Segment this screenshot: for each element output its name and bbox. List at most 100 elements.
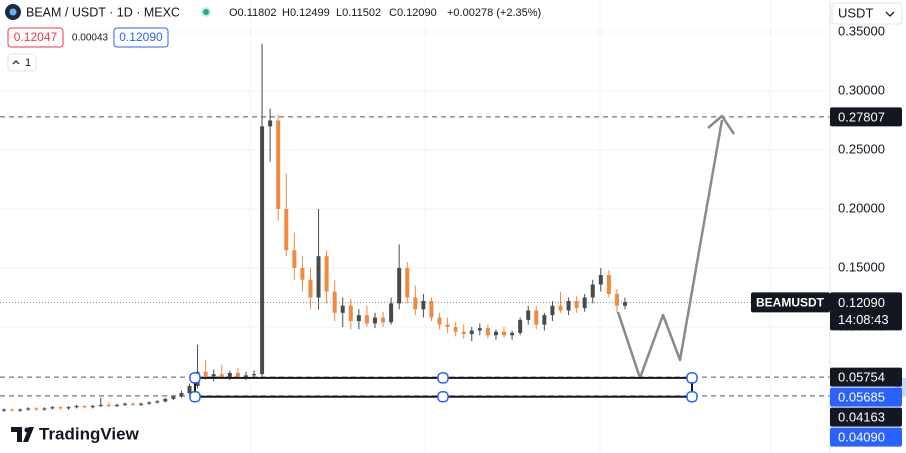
price-line-label-box [830,407,902,427]
currency-button[interactable] [831,2,903,25]
candle-body [2,409,6,411]
candle-body [260,126,265,375]
candle-body [26,408,31,410]
brand-name: TradingView [39,424,140,443]
range-handle[interactable] [686,390,698,403]
candle-body [372,317,377,324]
range-handle[interactable] [686,372,698,384]
candle-body [324,256,329,292]
candle-body [445,324,450,327]
range-label-box [830,387,902,407]
candle-body [284,208,289,251]
candle-body [510,332,515,336]
symbol-label: BEAMUSDT [756,295,825,309]
candle-body [453,326,458,332]
ohlc-open: O0.11802 [229,7,277,19]
overlay-layer: 0.100000.150000.200000.250000.300000.350… [189,0,906,453]
candle-body [227,372,232,378]
candle-body [114,404,119,407]
candle-body [623,302,627,306]
last-price-box [830,292,902,331]
candle-body [389,303,394,323]
candles-layer [2,43,627,412]
brand-logo-dot [24,427,30,433]
candle-body [558,305,563,311]
spread: 0.00043 [72,33,109,44]
candle-body [90,406,95,408]
ohlc-close: C0.12090 [389,7,437,19]
candle-body [518,319,523,333]
candle-body [211,374,216,377]
range-label: 0.05685 [838,390,885,405]
price-line-label: 0.27807 [838,109,885,124]
candle-body [219,374,224,378]
candle-body [235,372,240,377]
ask: 0.12090 [119,30,163,44]
last-price-label: 0.12090 [838,295,885,310]
candle-body [550,305,555,316]
candle-body [147,402,152,404]
candle-body [614,293,619,306]
candle-body [381,317,386,323]
indicators-count: 1 [25,57,31,69]
candle-body [606,275,611,294]
candle-body [332,291,337,313]
candle-body [98,404,103,407]
candle-body [598,275,603,285]
bid-box[interactable] [7,27,64,48]
candle-body [348,305,353,322]
range-handle[interactable] [189,390,201,403]
bid: 0.12047 [14,30,58,44]
candle-body [477,328,482,331]
candle-body [413,297,418,310]
candle-body [58,407,63,409]
y-tick-label: 0.25000 [838,141,885,156]
arrow-path [616,119,724,380]
candle-body [542,315,547,325]
indicators-toggle[interactable] [7,53,37,72]
symbol-label-box [751,292,830,313]
candle-body [203,371,208,377]
status-dot [203,9,209,15]
candle-body [171,396,176,399]
range-handle[interactable] [189,372,201,384]
candle-body [187,385,192,394]
candle-body [82,406,87,408]
candle-body [534,310,539,325]
candle-body [437,317,442,325]
y-tick-label: 0.20000 [838,200,885,215]
candle-body [493,331,498,336]
candle-body [139,403,144,405]
candle-body [50,407,55,409]
candle-body [308,279,313,298]
candle-body [340,305,345,313]
projection-arrow [616,114,736,380]
range-handle[interactable] [437,372,449,384]
ohlc-change: +0.00278 (+2.35%) [447,7,541,19]
candle-body [163,398,168,402]
candle-body [34,408,39,410]
price-line-label-box [830,367,902,387]
chevron [12,60,20,65]
range-highlight [895,377,906,397]
price-line-label-box [830,107,902,127]
candle-body [421,301,426,310]
candle-body [106,404,111,407]
header: BEAM / USDT · 1D · MEXC O0.11802 H0.1249… [5,2,903,72]
y-tick-label: 0.15000 [838,259,885,274]
candle-body [155,401,160,403]
grid-layer [0,0,830,453]
candle-body [469,330,474,335]
ohlc-low: L0.11502 [336,7,381,19]
price-line-label: 0.05754 [838,370,885,385]
candle-body [405,267,410,298]
chevron [885,11,895,17]
brand: TradingView [11,424,140,443]
brand-logo [11,427,34,442]
ask-box[interactable] [113,27,169,48]
range-handle[interactable] [437,390,449,403]
candle-body [526,310,531,320]
candle-body [292,250,297,268]
candle-body [502,331,507,336]
